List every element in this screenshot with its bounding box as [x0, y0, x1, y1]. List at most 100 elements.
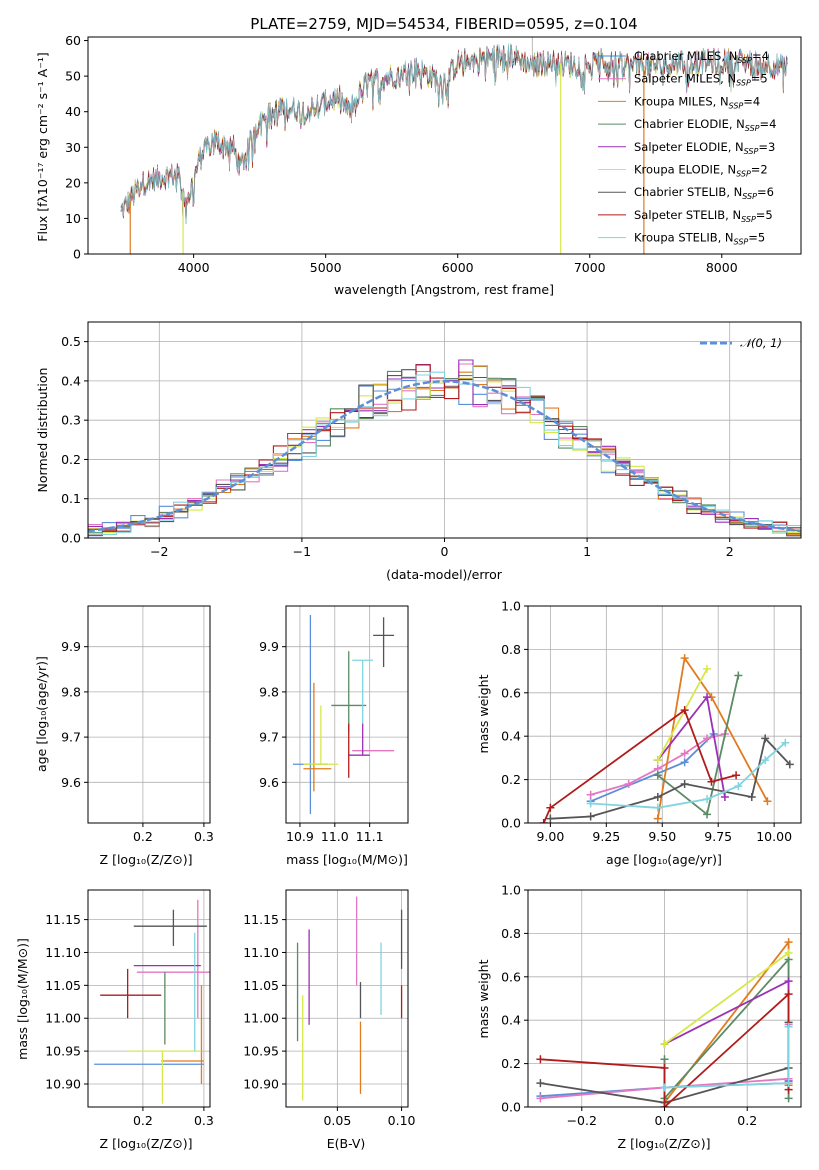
spectrum-plot-area: 4000 5000 6000 7000 8000 0 10 20 30 40 50 60 [65, 33, 802, 275]
y-tick-label: 10.90 [243, 1076, 279, 1091]
y-tick-label: 0.2 [501, 1056, 521, 1071]
spectrum-legend: Chabrier MILES, NSSP=4 Salpeter MILES, NS… [598, 49, 776, 247]
y-tick-label: 10 [65, 211, 81, 226]
series-marker [624, 779, 633, 788]
x-tick-label: 2 [726, 544, 734, 559]
y-tick-label: 11.10 [45, 945, 81, 960]
x-tick-label: 9.00 [536, 829, 564, 844]
y-tick-label: 0.2 [61, 452, 81, 467]
legend-label: Kroupa MILES, NSSP=4 [634, 94, 760, 110]
y-tick-label: 10.95 [243, 1044, 279, 1059]
x-axis-label: Z [log₁₀(Z/Z⊙)] [100, 1136, 193, 1151]
residual-histogram-panel: −2 −1 0 1 2 0.0 0.1 0.2 0.3 0.4 0.5 (data-model)/e… [35, 321, 802, 582]
series-marker [747, 792, 756, 801]
x-tick-label: 0.3 [194, 829, 214, 844]
series-marker [653, 803, 662, 812]
legend-label: Kroupa STELIB, NSSP=5 [634, 231, 765, 247]
y-tick-label: 50 [65, 69, 81, 84]
series-marker [720, 792, 729, 801]
y-tick-label: 11.15 [243, 912, 279, 927]
spectrum-lines [120, 37, 788, 254]
y-tick-label: 9.6 [61, 775, 81, 790]
series-marker [707, 777, 716, 786]
x-tick-label: 9.25 [592, 829, 620, 844]
series-marker [703, 693, 712, 702]
series-group [536, 938, 793, 1107]
x-tick-label: 1 [583, 544, 591, 559]
errorbar-group [296, 896, 403, 1101]
axes-frame [87, 36, 802, 255]
legend-normal-label: 𝒩(0, 1) [740, 336, 782, 350]
errorbar [303, 705, 339, 765]
y-axis-label: mass [log₁₀(M/M⊙)] [15, 938, 30, 1060]
x-axis-label: E(B-V) [327, 1136, 366, 1151]
legend-label: Salpeter MILES, NSSP=5 [634, 72, 768, 88]
x-tick-label: 0.3 [194, 1113, 214, 1128]
y-tick-label: 0.8 [501, 926, 521, 941]
x-tick-label: 0 [441, 544, 449, 559]
y-tick-label: 9.8 [259, 684, 279, 699]
y-tick-label: 30 [65, 140, 81, 155]
series-marker [784, 1022, 793, 1031]
y-tick-label: 11.00 [45, 1011, 81, 1026]
y-tick-label: 1.0 [501, 599, 521, 614]
series-marker [680, 706, 689, 715]
axes-frame [285, 889, 409, 1108]
errorbar [143, 678, 192, 759]
series-marker [586, 799, 595, 808]
errorbar-group [94, 615, 207, 809]
y-tick-label: 0.6 [501, 685, 521, 700]
z-vs-mass-panel: 0.2 0.3 10.90 10.95 11.00 11.05 11.10 11.15 [45, 889, 214, 1128]
x-tick-label: 9.75 [704, 829, 732, 844]
y-tick-label: 0.4 [501, 729, 521, 744]
series-marker [761, 756, 770, 765]
y-tick-label: 0.3 [61, 413, 81, 428]
x-axis-label: Z [log₁₀(Z/Z⊙)] [618, 1136, 711, 1151]
y-tick-label: 9.7 [259, 730, 279, 745]
series-marker [660, 1040, 669, 1049]
errorbar [133, 909, 207, 946]
mass-vs-age-panel: 10.9 11.0 11.1 9.6 9.7 9.8 9.9 [259, 605, 409, 844]
z-vs-massweight-panel: −0.2 0.0 0.2 0.0 0.2 0.4 0.6 0.8 1.0 [501, 883, 802, 1128]
x-tick-label: 0.05 [323, 1113, 351, 1128]
series-marker [660, 1063, 669, 1072]
y-tick-label: 40 [65, 104, 81, 119]
x-tick-label: 0.2 [133, 1113, 153, 1128]
y-tick-label: 0.0 [501, 1100, 521, 1115]
y-tick-label: 0 [73, 247, 81, 262]
x-axis-label: (data-model)/error [386, 567, 503, 582]
age-vs-massweight-panel: 9.00 9.25 9.50 9.75 10.00 0.0 0.2 0.4 0.6 0.8 1.0 [501, 599, 802, 844]
y-tick-label: 0.0 [61, 531, 81, 546]
x-tick-label: −1 [293, 544, 311, 559]
x-axis-label: wavelength [Angstrom, rest frame] [334, 282, 554, 297]
series-marker [703, 734, 712, 743]
x-tick-label: 8000 [706, 260, 738, 275]
series-marker [653, 792, 662, 801]
x-tick-label: 0.2 [737, 1113, 757, 1128]
errorbar [100, 724, 161, 783]
series-marker [680, 654, 689, 663]
x-tick-label: −2 [150, 544, 168, 559]
y-tick-label: 11.05 [45, 978, 81, 993]
spectrum-panel: PLATE=2759, MJD=54534, FIBERID=0595, z=0… [35, 15, 802, 297]
series-marker [653, 771, 662, 780]
errorbar [134, 615, 207, 667]
y-axis-label: mass weight [476, 674, 491, 753]
x-tick-label: 6000 [442, 260, 474, 275]
x-tick-label: 9.50 [648, 829, 676, 844]
series-marker [763, 797, 772, 806]
series-marker [586, 790, 595, 799]
series-marker [536, 1094, 545, 1103]
series-marker [536, 1079, 545, 1088]
series-line [663, 952, 790, 1045]
axes-frame [285, 605, 409, 824]
series-line [656, 655, 769, 819]
x-tick-label: −0.2 [567, 1113, 597, 1128]
x-tick-label: 0.0 [655, 1113, 675, 1128]
y-tick-label: 9.6 [259, 775, 279, 790]
chart-title: PLATE=2759, MJD=54534, FIBERID=0595, z=0… [250, 15, 637, 33]
y-tick-label: 10.90 [45, 1076, 81, 1091]
histogram-plot-area: −2 −1 0 1 2 0.0 0.1 0.2 0.3 0.4 0.5 [61, 321, 802, 559]
errorbar [348, 723, 370, 756]
errorbar [352, 659, 374, 724]
